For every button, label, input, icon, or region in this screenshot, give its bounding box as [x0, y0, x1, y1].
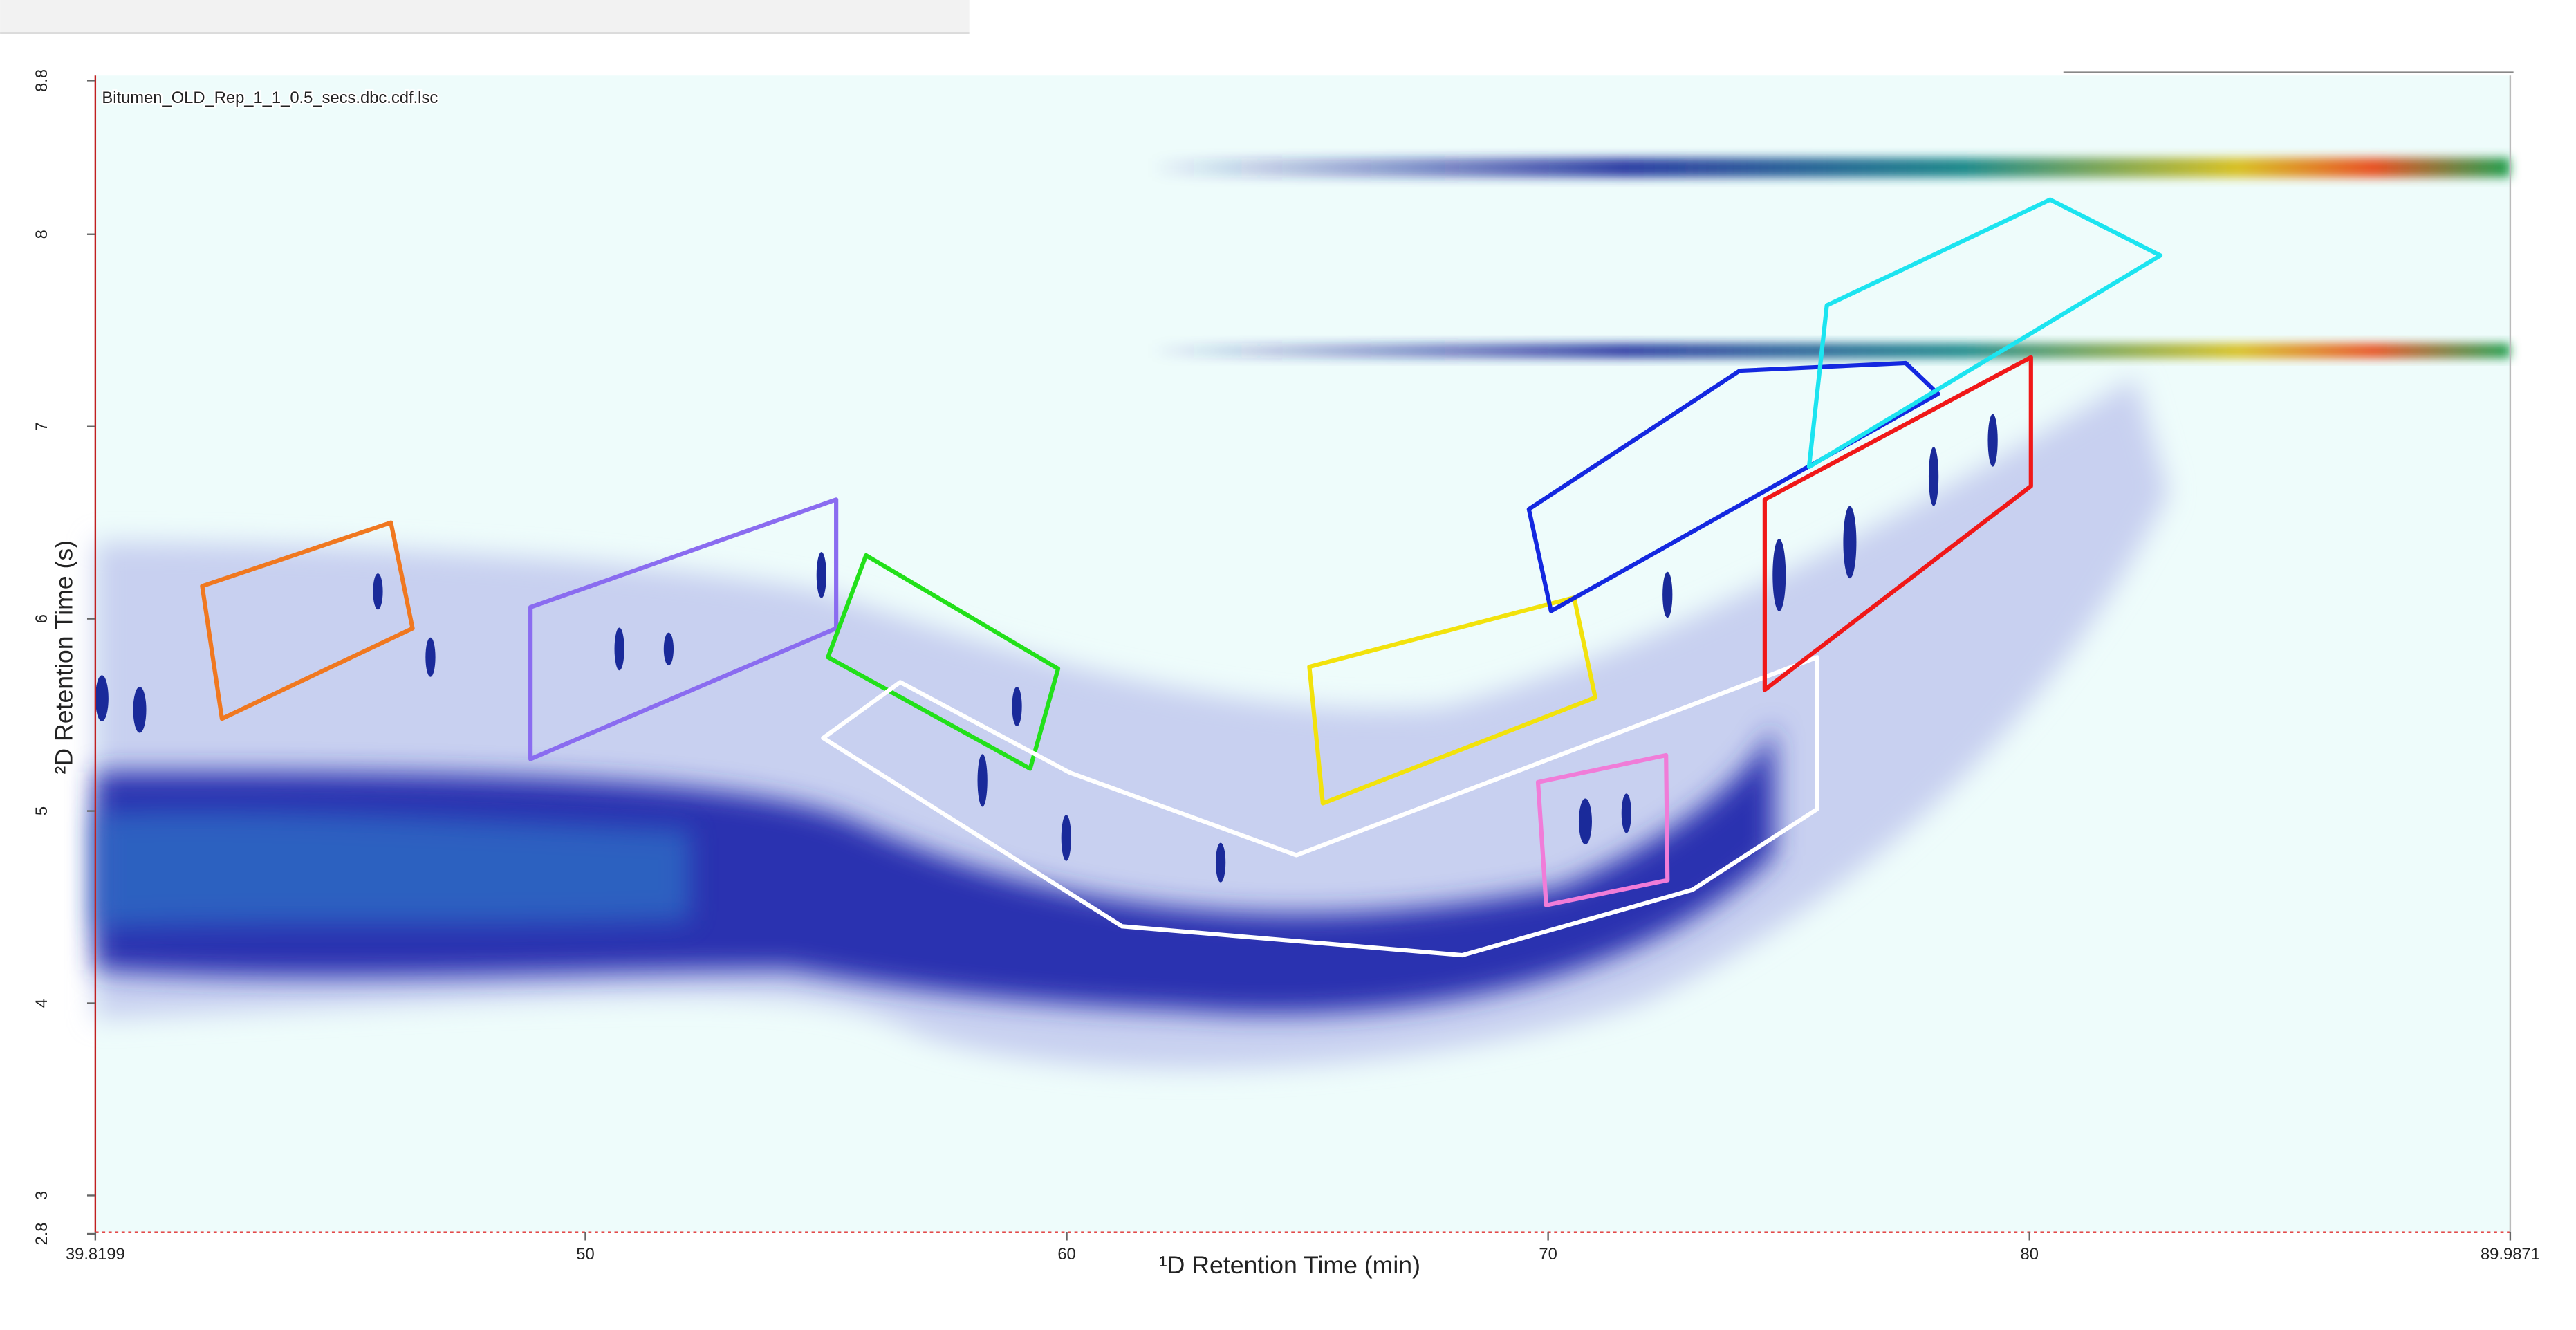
- regions: [200, 197, 2163, 958]
- y-axis-title: ²D Retention Time (s): [50, 540, 78, 775]
- x-tick-label: 60: [1057, 1245, 1075, 1264]
- y-tick-label: 6: [33, 614, 51, 623]
- y-tick-label: 8: [33, 230, 51, 239]
- region-outline: [528, 497, 839, 761]
- x-tick-label: 50: [576, 1245, 594, 1264]
- region-outline: [1806, 197, 2163, 470]
- region-outline: [200, 520, 415, 721]
- x-tick-label: 39.8199: [66, 1245, 125, 1264]
- ticks: 39.8199 50 60 70 80 89.9871 2.8 3 4 5 6 7 8 8.8: [33, 69, 2540, 1264]
- y-tick-label: 5: [33, 806, 51, 815]
- region-outline: [1526, 360, 1940, 613]
- x-tick-label: 80: [2021, 1245, 2039, 1264]
- y-tick-label: 8.8: [33, 69, 51, 92]
- plot-title: Bitumen_OLD_Rep_1_1_0.5_secs.dbc.cdf.lsc: [102, 89, 438, 107]
- region-outline: [826, 553, 1061, 771]
- x-tick-label: 89.9871: [2481, 1245, 2540, 1264]
- region-outline: [1762, 355, 2033, 692]
- x-tick-label: 70: [1539, 1245, 1557, 1264]
- y-tick-label: 2.8: [33, 1223, 51, 1246]
- x-axis-title: ¹D Retention Time (min): [1159, 1251, 1420, 1279]
- region-outline: [1535, 752, 1670, 907]
- y-tick-label: 4: [33, 999, 51, 1008]
- region-outline: [821, 655, 1819, 958]
- toolbar: [0, 0, 970, 33]
- y-tick-label: 3: [33, 1191, 51, 1200]
- y-tick-label: 7: [33, 422, 51, 431]
- region-outline: [1307, 595, 1597, 806]
